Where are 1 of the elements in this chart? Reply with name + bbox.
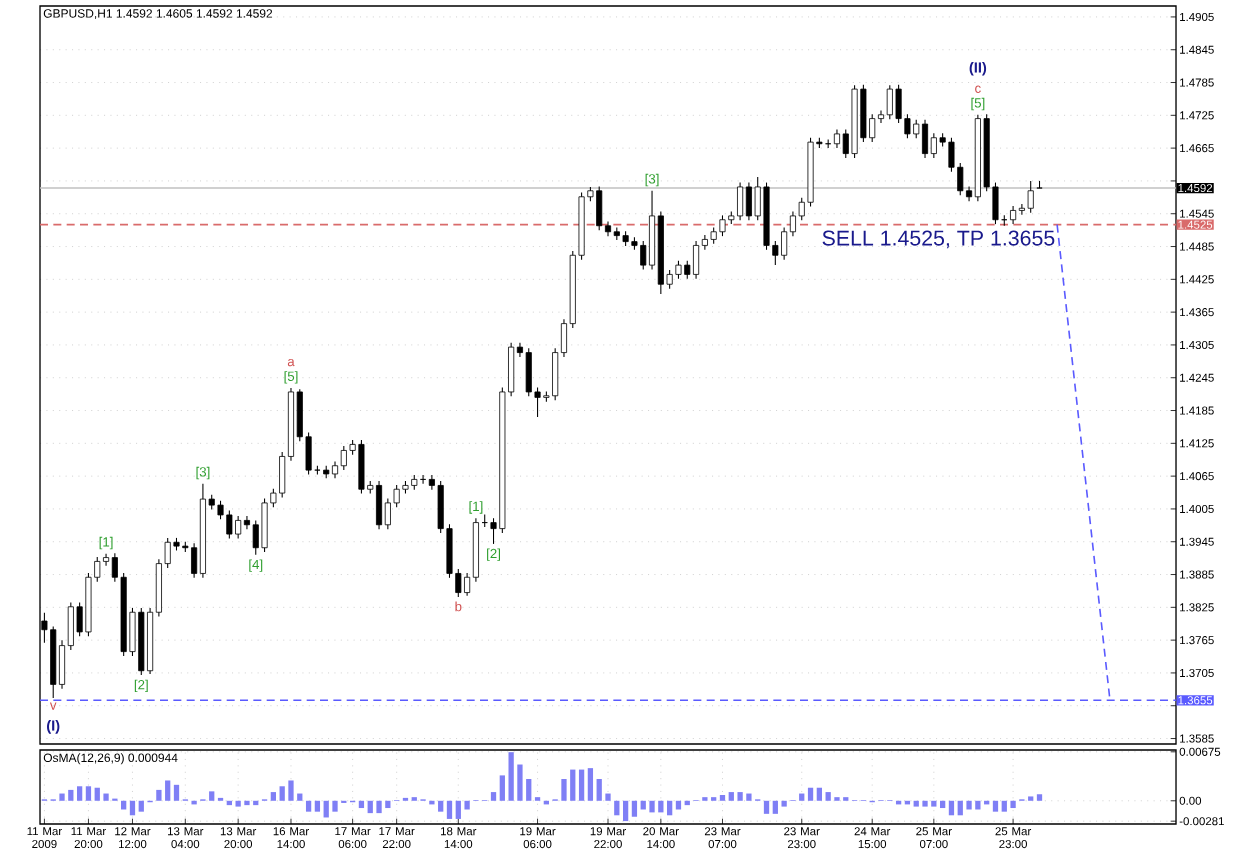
annotation: SELL 1.4525, TP 1.3655 — [822, 230, 1055, 249]
